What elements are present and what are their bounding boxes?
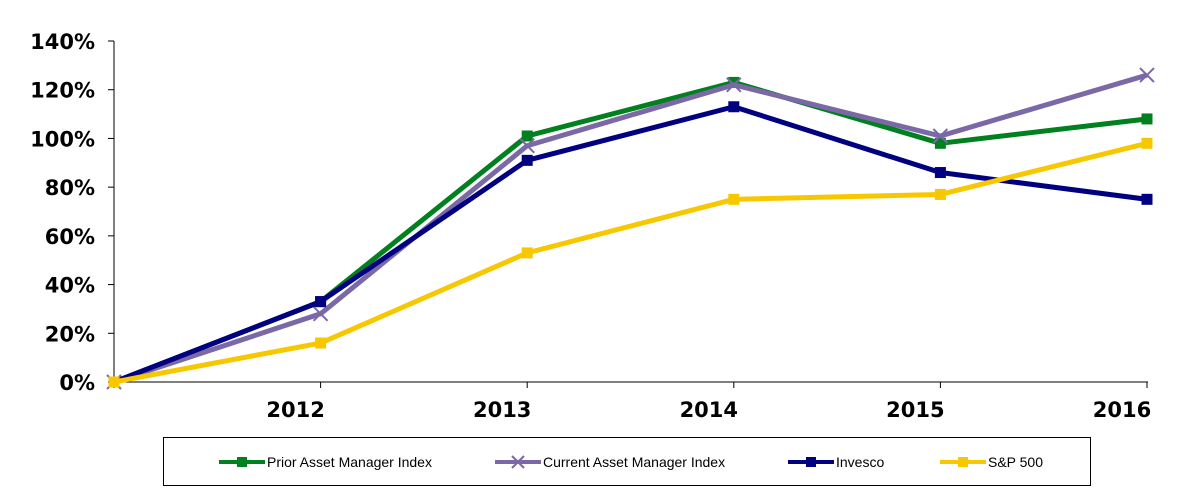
- x-tick-label: 2012: [266, 398, 324, 422]
- data-point-marker: [521, 154, 533, 166]
- data-point-marker: [521, 130, 533, 142]
- data-point-marker: [1141, 193, 1153, 205]
- series-s-p-500: [108, 137, 1153, 388]
- y-tick-label: 100%: [30, 127, 95, 151]
- data-point-marker: [728, 101, 740, 113]
- axes: [113, 41, 1148, 383]
- y-tick-label: 60%: [45, 225, 95, 249]
- legend-label: Current Asset Manager Index: [543, 453, 726, 470]
- data-point-marker: [934, 188, 946, 200]
- y-tick-label: 20%: [45, 322, 95, 346]
- x-tick-label: 2016: [1093, 398, 1151, 422]
- legend-item: Prior Asset Manager Index: [219, 438, 432, 485]
- data-point-marker: [1139, 67, 1155, 83]
- series-lines: [106, 67, 1155, 390]
- series-line: [113, 72, 1148, 385]
- series-invesco: [108, 101, 1153, 388]
- data-point-marker: [521, 247, 533, 259]
- data-point-marker: [315, 296, 327, 308]
- data-point-marker: [108, 376, 120, 388]
- y-axis-ticks: 0% 20% 40% 60% 80% 100% 120% 140%: [30, 30, 114, 395]
- data-point-marker: [932, 128, 949, 144]
- data-point-marker: [1141, 137, 1153, 149]
- legend-label: Prior Asset Manager Index: [267, 453, 432, 470]
- x-tick-label: 2013: [473, 398, 531, 422]
- legend-item: Current Asset Manager Index: [495, 438, 725, 485]
- data-point-marker: [934, 167, 946, 179]
- series-line: [113, 140, 1148, 385]
- legend-item: Invesco: [788, 438, 884, 485]
- series-line: [113, 104, 1148, 385]
- data-point-marker: [1141, 113, 1153, 125]
- data-point-marker: [315, 337, 327, 349]
- y-tick-label: 140%: [30, 30, 95, 54]
- line-chart: 0%20%40%60%80%100%120%140% 2012 2013 2014 2…: [30, 30, 1155, 422]
- y-tick-label: 80%: [45, 176, 95, 200]
- data-point-marker: [728, 193, 740, 205]
- legend-swatch: [788, 456, 834, 467]
- series-prior-asset-manager-index: [108, 76, 1153, 388]
- data-point-marker: [519, 138, 535, 154]
- x-tick-label: 2015: [886, 398, 944, 422]
- data-point-marker: [312, 306, 329, 322]
- data-point-marker: [726, 77, 742, 93]
- x-tick-label: 2014: [680, 398, 738, 422]
- series-current-asset-manager-index: [106, 67, 1155, 390]
- legend-item: S&P 500: [940, 438, 1043, 485]
- data-point-marker: [934, 137, 946, 149]
- legend-swatch: [219, 456, 265, 467]
- x-axis-ticks: 2012 2013 2014 2015 2016: [113, 382, 1151, 422]
- series-line: [113, 79, 1148, 385]
- y-tick-label: 0%: [59, 371, 95, 395]
- y-tick-label: 120%: [30, 79, 95, 103]
- y-tick-label: 40%: [45, 274, 95, 298]
- legend-swatch: [940, 456, 986, 467]
- legend: Prior Asset Manager Index Current Asset M…: [163, 437, 1091, 486]
- legend-label: S&P 500: [988, 453, 1044, 470]
- legend-label: Invesco: [836, 453, 885, 470]
- legend-swatch: [495, 454, 541, 469]
